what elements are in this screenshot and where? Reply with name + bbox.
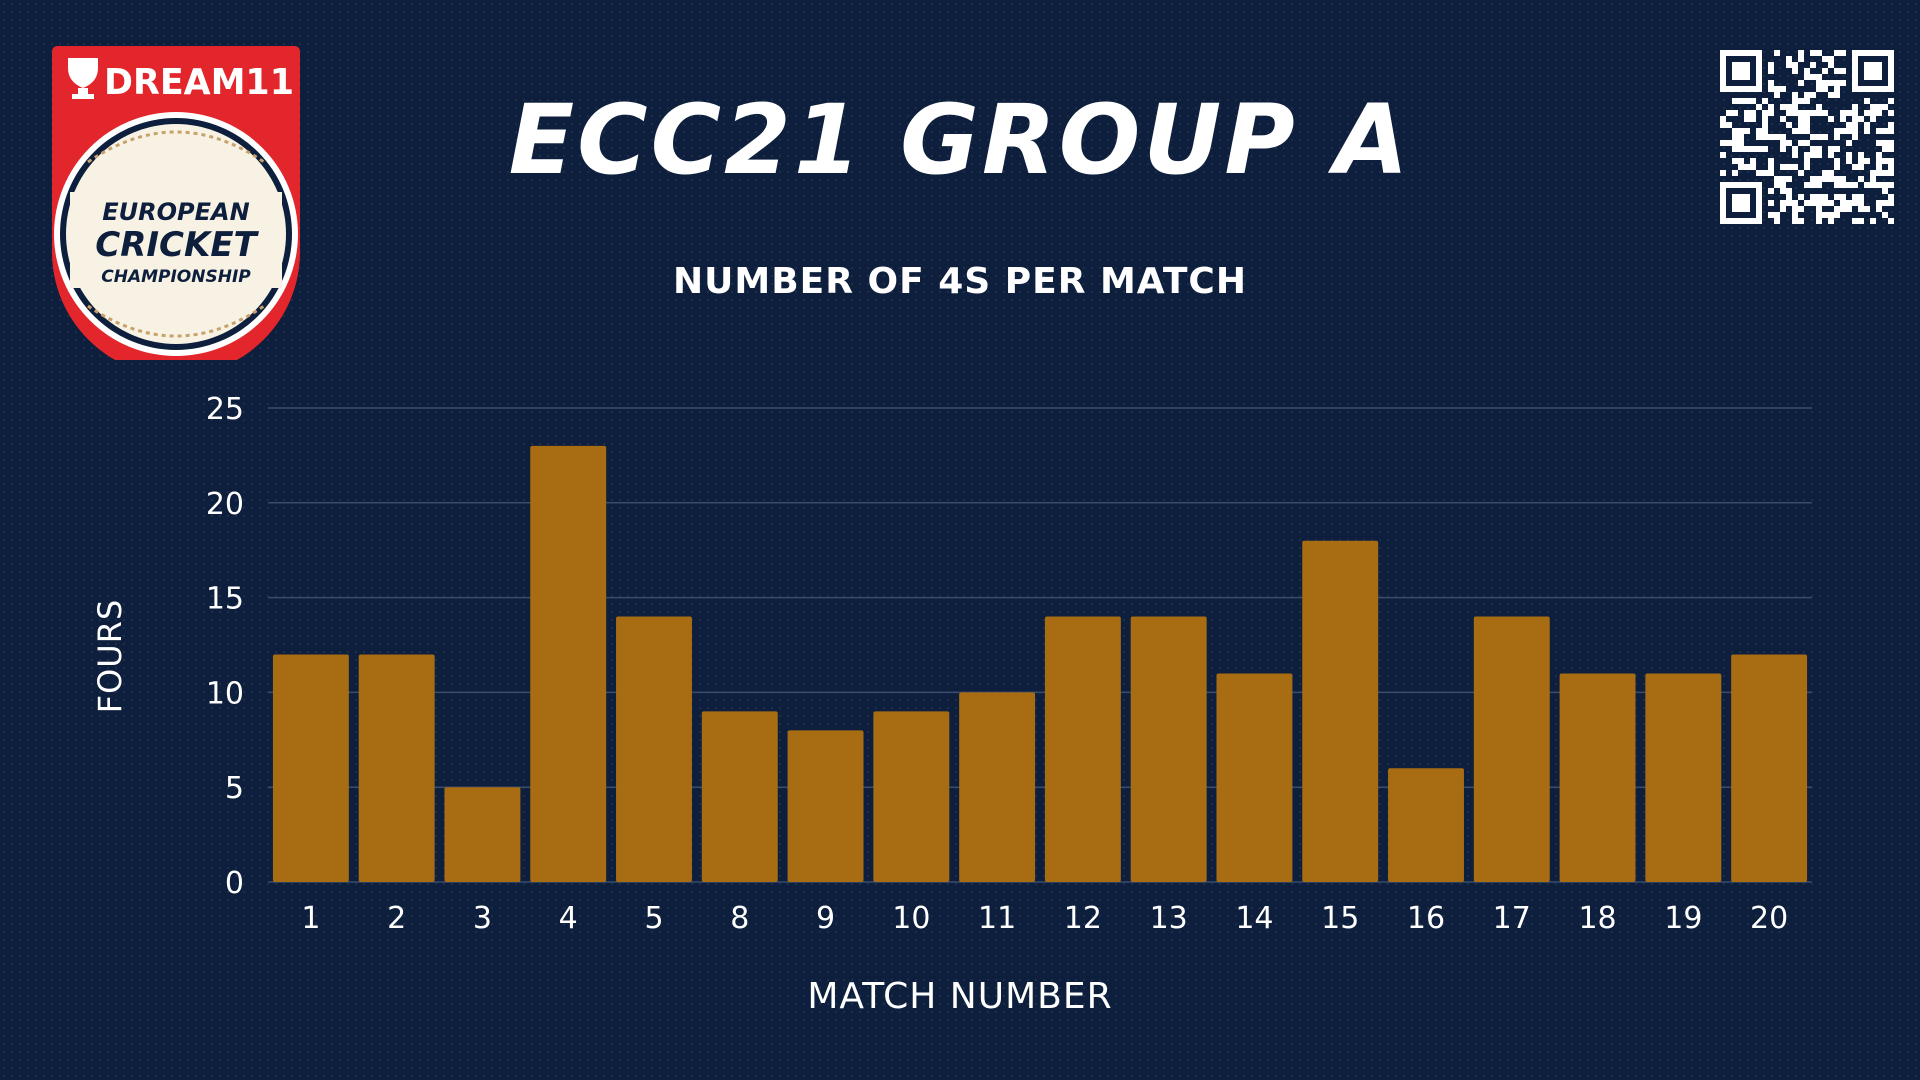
x-tick-label: 4 — [559, 901, 578, 936]
x-tick-label: 20 — [1750, 901, 1788, 936]
bar — [787, 730, 864, 882]
x-tick-label: 2 — [387, 901, 406, 936]
x-tick-label: 8 — [730, 901, 749, 936]
logo-brand: DREAM11 — [104, 62, 294, 103]
x-tick-label: 13 — [1150, 901, 1188, 936]
x-tick-label: 5 — [644, 901, 663, 936]
bar — [873, 711, 950, 882]
bar — [1044, 616, 1121, 882]
bar — [1130, 616, 1207, 882]
bar — [616, 616, 692, 882]
x-tick-label: 15 — [1321, 901, 1359, 936]
bar — [530, 445, 607, 882]
x-tick-label: 18 — [1578, 901, 1616, 936]
y-axis-label: FOURS — [91, 598, 129, 714]
logo-line1: EUROPEAN — [102, 198, 249, 226]
y-tick-label: 0 — [225, 866, 244, 901]
chart-title: NUMBER OF 4S PER MATCH — [673, 261, 1247, 302]
bar — [1731, 654, 1808, 882]
x-tick-label: 9 — [816, 901, 835, 936]
page-title: ECC21 GROUP A — [508, 84, 1412, 196]
bar — [959, 692, 1036, 882]
x-axis-label: MATCH NUMBER — [807, 976, 1113, 1017]
bar — [1302, 540, 1379, 882]
qr-code-icon[interactable] — [1720, 50, 1894, 224]
x-tick-label: 12 — [1064, 901, 1102, 936]
bar — [272, 654, 349, 882]
y-tick-label: 5 — [225, 771, 244, 806]
x-tick-label: 19 — [1664, 901, 1702, 936]
y-tick-label: 20 — [206, 487, 244, 522]
x-tick-label: 3 — [473, 901, 492, 936]
bar — [1216, 673, 1293, 882]
bar — [444, 787, 521, 882]
logo-line3: CHAMPIONSHIP — [101, 267, 251, 287]
logo-line2: CRICKET — [95, 225, 259, 265]
dream11-ecc-logo: DREAM11 EUROPEAN CRICKET CHAMPIONSHIP — [48, 42, 304, 360]
x-tick-label: 11 — [978, 901, 1016, 936]
bar — [1645, 673, 1722, 882]
bar — [1559, 673, 1636, 882]
bar — [701, 711, 778, 882]
y-tick-label: 15 — [206, 582, 244, 617]
x-tick-label: 14 — [1235, 901, 1273, 936]
x-tick-label: 17 — [1493, 901, 1531, 936]
bar — [1473, 616, 1550, 882]
y-tick-label: 10 — [206, 676, 244, 711]
y-tick-label: 25 — [206, 392, 244, 427]
x-tick-label: 1 — [301, 901, 320, 936]
x-tick-label: 10 — [892, 901, 930, 936]
x-tick-label: 16 — [1407, 901, 1445, 936]
bar — [358, 654, 435, 882]
bar — [1388, 768, 1464, 882]
